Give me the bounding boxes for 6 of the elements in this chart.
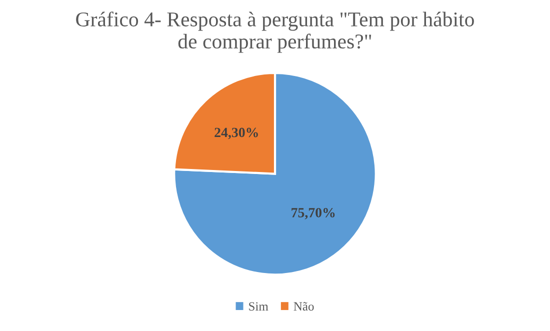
data-label: 24,30%	[214, 128, 258, 140]
legend-label: Não	[294, 302, 314, 311]
chart-title: Gráfico 4- Resposta à pergunta "Tem por hábito de comprar perfumes?"	[76, 12, 474, 53]
legend-label: Sim	[249, 302, 268, 311]
pie-slice	[173, 72, 377, 276]
data-label: 75,70%	[292, 208, 335, 220]
